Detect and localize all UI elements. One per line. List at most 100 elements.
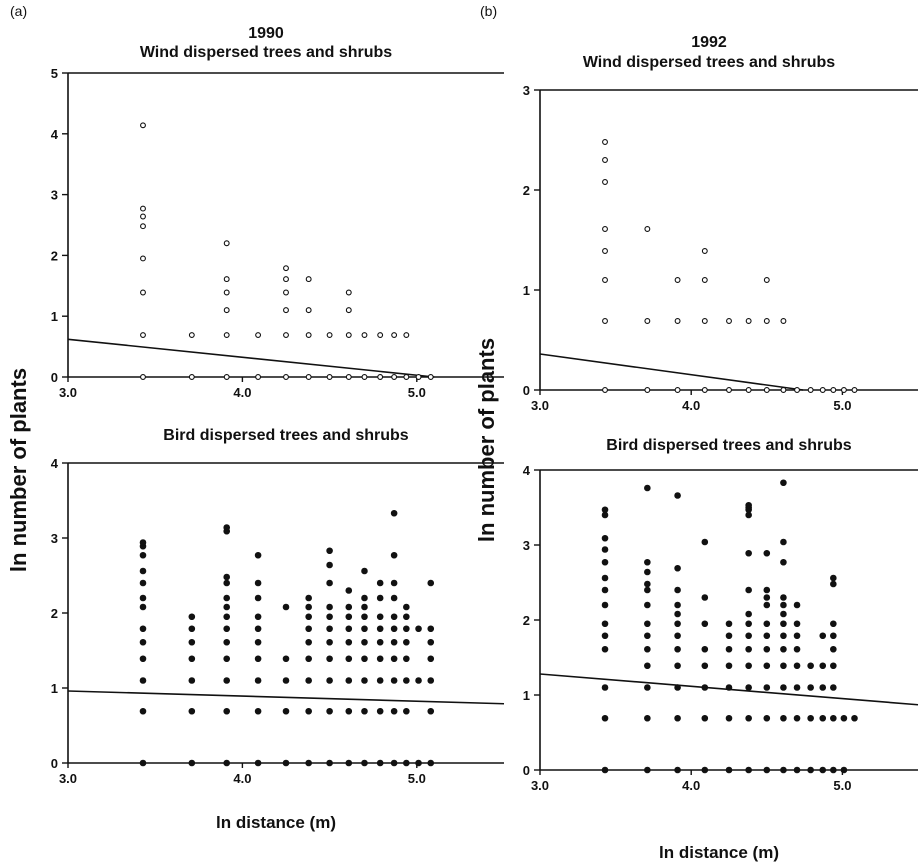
data-point	[345, 289, 352, 296]
data-point	[851, 387, 858, 393]
data-point	[188, 613, 196, 621]
data-point	[188, 759, 196, 767]
data-point	[361, 374, 368, 380]
data-point	[763, 601, 771, 609]
data-point	[223, 707, 231, 715]
data-point	[390, 707, 398, 715]
data-point	[283, 307, 289, 314]
regression-line	[67, 690, 505, 705]
data-point	[305, 307, 312, 314]
data-point	[601, 558, 609, 566]
chart-panel-1: (a) 1990 Wind dispersed trees and shrubs 0 1…	[10, 3, 504, 400]
data-point	[361, 655, 368, 663]
y-tick-label: 0	[51, 756, 58, 771]
data-point	[601, 766, 609, 774]
data-point	[674, 684, 681, 691]
data-point	[188, 625, 196, 633]
y-tick-label: 4	[523, 463, 531, 478]
data-point	[602, 387, 608, 393]
data-point	[819, 387, 826, 393]
data-point	[345, 625, 353, 633]
data-point	[763, 645, 771, 653]
data-point	[674, 318, 681, 324]
data-point	[305, 603, 312, 611]
data-point	[188, 638, 196, 646]
data-point	[326, 759, 333, 767]
data-point	[674, 601, 681, 609]
data-point	[793, 766, 801, 774]
data-point	[780, 714, 787, 722]
data-point	[644, 226, 651, 232]
data-point	[390, 759, 398, 767]
data-point	[282, 603, 290, 611]
data-point	[188, 374, 195, 380]
data-point	[674, 492, 681, 499]
data-point	[601, 534, 609, 542]
data-point	[701, 387, 708, 393]
data-point	[726, 318, 732, 324]
data-point	[745, 387, 752, 393]
data-point	[674, 632, 681, 640]
regression-line	[67, 338, 435, 378]
data-point	[415, 374, 422, 380]
data-point	[780, 594, 787, 601]
data-point	[674, 610, 681, 618]
data-point	[780, 387, 787, 393]
data-point	[139, 603, 147, 611]
data-point	[376, 579, 384, 587]
data-point	[361, 332, 368, 338]
data-point	[763, 766, 771, 774]
data-point	[305, 332, 312, 338]
data-point	[701, 684, 709, 691]
data-point	[427, 677, 435, 684]
x-axis-label: ln distance (m)	[659, 843, 779, 862]
data-point	[745, 318, 752, 324]
data-point	[140, 122, 146, 129]
data-point	[282, 707, 290, 715]
data-point	[794, 387, 800, 393]
data-point	[819, 632, 827, 640]
data-point	[326, 625, 333, 633]
data-point	[819, 684, 827, 691]
data-point	[345, 759, 353, 767]
data-point	[188, 707, 196, 715]
data-point	[793, 684, 801, 691]
data-point	[745, 662, 752, 670]
data-point	[254, 579, 262, 587]
data-point	[840, 714, 848, 722]
data-point	[840, 387, 847, 393]
data-point	[140, 289, 146, 296]
data-point	[390, 638, 398, 646]
data-point	[840, 766, 848, 774]
x-tick-label: 5.0	[833, 778, 851, 793]
data-point	[745, 586, 752, 594]
chart-title: 1990	[248, 25, 284, 42]
y-tick-label: 1	[523, 283, 530, 298]
data-point	[403, 332, 410, 338]
data-point	[674, 387, 681, 393]
data-point	[701, 714, 709, 722]
data-point	[725, 662, 733, 670]
data-point	[602, 179, 608, 185]
data-point	[819, 766, 827, 774]
data-point	[326, 332, 333, 338]
data-point	[361, 638, 368, 646]
data-point	[140, 205, 146, 212]
data-point	[188, 677, 196, 684]
data-point	[361, 613, 368, 621]
data-point	[601, 632, 609, 640]
data-point	[254, 759, 262, 767]
data-point	[390, 613, 398, 621]
data-point	[644, 586, 651, 594]
data-point	[427, 707, 435, 715]
chart-title: Bird dispersed trees and shrubs	[163, 427, 409, 444]
data-point	[345, 707, 353, 715]
data-point	[376, 759, 384, 767]
data-point	[345, 613, 353, 621]
data-point	[403, 625, 410, 633]
data-point	[780, 318, 787, 324]
data-point	[391, 332, 398, 338]
chart-subtitle: Wind dispersed trees and shrubs	[140, 44, 392, 61]
y-tick-label: 0	[523, 383, 530, 398]
data-point	[305, 594, 312, 602]
